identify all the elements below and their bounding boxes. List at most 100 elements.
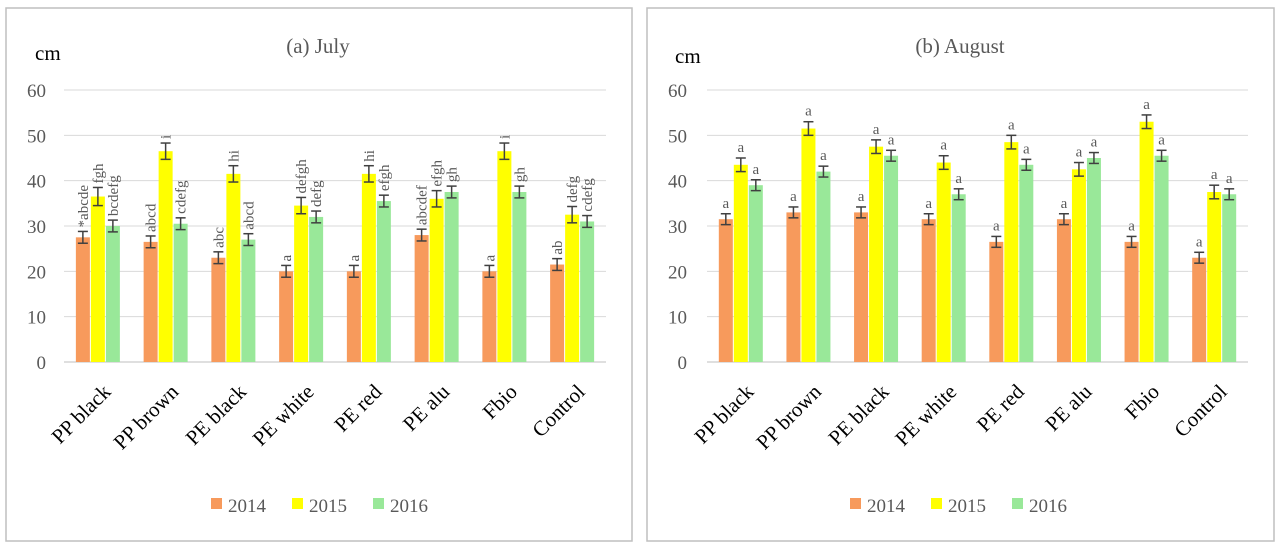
significance-label: a bbox=[805, 104, 812, 120]
significance-label: a bbox=[790, 189, 797, 205]
significance-label: ab bbox=[550, 240, 566, 254]
bar-2016-pe-alu bbox=[1086, 158, 1101, 362]
significance-label: a bbox=[993, 218, 1000, 234]
bar-2015-pp-brown bbox=[801, 128, 816, 362]
significance-label: cdefg bbox=[174, 180, 190, 214]
bar-2016-pe-black bbox=[884, 155, 899, 362]
significance-label: i bbox=[497, 135, 513, 139]
bar-2015-pp-black bbox=[90, 196, 105, 362]
bar-2016-fbio bbox=[512, 192, 527, 362]
significance-label: defg bbox=[309, 180, 325, 207]
bar-2014-pe-red bbox=[346, 271, 361, 362]
significance-label: hi bbox=[226, 150, 242, 162]
significance-label: a bbox=[1023, 141, 1030, 157]
y-tick-label: 50 bbox=[27, 126, 46, 147]
chart-title: (a) July bbox=[286, 34, 350, 58]
bar-2014-control bbox=[1192, 257, 1207, 362]
bar-2015-control bbox=[565, 214, 580, 362]
y-tick-label: 50 bbox=[668, 126, 687, 147]
bar-2014-pp-black bbox=[718, 219, 733, 362]
bar-2015-control bbox=[1207, 192, 1222, 362]
y-tick-label: 40 bbox=[668, 172, 687, 193]
legend-label-2014: 2014 bbox=[867, 496, 906, 517]
y-tick-label: 20 bbox=[668, 262, 687, 283]
significance-label: defgh bbox=[294, 159, 310, 194]
chart-title: (b) August bbox=[915, 34, 1004, 58]
significance-label: a bbox=[940, 138, 947, 154]
significance-label: i bbox=[159, 135, 175, 139]
bar-2015-pe-alu bbox=[429, 198, 444, 362]
y-unit-label: cm bbox=[675, 44, 701, 68]
significance-label: a bbox=[1061, 196, 1068, 212]
significance-label: gh bbox=[512, 167, 528, 183]
significance-label: a bbox=[279, 254, 295, 261]
bar-2016-fbio bbox=[1154, 155, 1169, 362]
bar-2016-pp-brown bbox=[816, 171, 831, 362]
legend-swatch-2014 bbox=[211, 498, 222, 509]
bar-2014-pe-red bbox=[989, 241, 1004, 362]
bar-2016-control bbox=[580, 221, 595, 362]
significance-label: a bbox=[873, 122, 880, 138]
significance-label: hi bbox=[362, 150, 378, 162]
bar-2016-pe-white bbox=[951, 194, 966, 362]
significance-label: a bbox=[1128, 218, 1135, 234]
significance-label: a bbox=[737, 140, 744, 156]
bar-2014-pp-brown bbox=[143, 241, 158, 362]
bar-2015-pp-black bbox=[733, 164, 748, 362]
bar-2016-pe-white bbox=[309, 216, 324, 362]
bar-2015-pe-alu bbox=[1071, 169, 1086, 362]
bar-2016-control bbox=[1222, 194, 1237, 362]
significance-label: a bbox=[820, 148, 827, 164]
bar-2015-pe-red bbox=[1004, 142, 1019, 362]
legend-swatch-2015 bbox=[931, 498, 942, 509]
significance-label: fgh bbox=[91, 163, 107, 183]
significance-label: efgh bbox=[430, 159, 446, 186]
bar-2015-pp-brown bbox=[158, 151, 173, 362]
legend-label-2016: 2016 bbox=[1029, 496, 1067, 517]
bar-2014-pe-alu bbox=[414, 235, 429, 362]
significance-label: a bbox=[858, 189, 865, 205]
bar-2015-pe-white bbox=[936, 162, 951, 362]
significance-label: efgh bbox=[377, 164, 393, 191]
legend-swatch-2016 bbox=[1012, 498, 1023, 509]
bar-2014-pp-brown bbox=[786, 212, 801, 362]
significance-label: a bbox=[955, 171, 962, 187]
chart-july: cm (a) July 0 10 20 30 40 50 60 *abcde fghbcdef… bbox=[5, 7, 633, 542]
significance-label: a bbox=[722, 196, 729, 212]
bar-2015-fbio bbox=[497, 151, 512, 362]
y-tick-label: 0 bbox=[37, 353, 47, 374]
significance-label: a bbox=[1008, 117, 1015, 133]
y-tick-label: 20 bbox=[27, 262, 46, 283]
legend: 2014 2015 2016 bbox=[850, 496, 1067, 517]
significance-label: abcd bbox=[241, 201, 257, 230]
significance-label: a bbox=[888, 132, 895, 148]
bar-2014-control bbox=[550, 264, 565, 362]
significance-label: abcd bbox=[144, 203, 160, 232]
significance-label: cdefg bbox=[580, 178, 596, 212]
bar-2014-pe-black bbox=[211, 257, 226, 362]
significance-label: a bbox=[1196, 234, 1203, 250]
y-tick-label: 40 bbox=[27, 172, 46, 193]
legend-label-2015: 2015 bbox=[948, 496, 986, 517]
bar-2014-pe-white bbox=[279, 271, 294, 362]
significance-label: bcdefg bbox=[106, 175, 122, 216]
bar-2015-pe-white bbox=[294, 205, 309, 362]
bar-2015-pe-black bbox=[226, 173, 241, 362]
bar-2015-pe-black bbox=[869, 146, 884, 362]
significance-label: a bbox=[1076, 145, 1083, 161]
significance-label: a bbox=[1158, 132, 1165, 148]
y-tick-label: 30 bbox=[27, 217, 46, 238]
significance-label: a bbox=[1211, 167, 1218, 183]
bar-2015-fbio bbox=[1139, 121, 1154, 362]
y-unit-label: cm bbox=[35, 41, 61, 65]
bar-2016-pe-alu bbox=[444, 192, 459, 362]
bar-2014-pe-white bbox=[921, 219, 936, 362]
legend-swatch-2016 bbox=[373, 498, 384, 509]
bar-2014-pp-black bbox=[75, 237, 90, 362]
bar-2014-fbio bbox=[1124, 241, 1139, 362]
y-tick-label: 60 bbox=[668, 81, 687, 102]
y-tick-label: 10 bbox=[668, 308, 687, 329]
legend-swatch-2014 bbox=[850, 498, 861, 509]
bar-2016-pe-red bbox=[376, 201, 391, 362]
